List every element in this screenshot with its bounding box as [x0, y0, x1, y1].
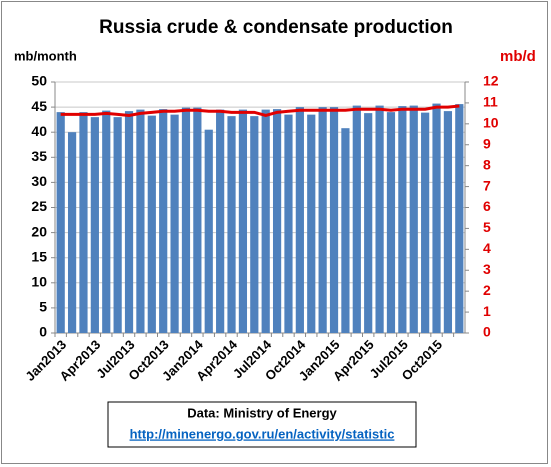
y2-tick-label: 8 [483, 156, 491, 172]
y-tick-label: 50 [31, 73, 47, 89]
bar [329, 107, 339, 333]
bar [421, 112, 430, 333]
bar [67, 132, 77, 333]
bar [409, 105, 418, 334]
y2-tick-label: 0 [483, 324, 491, 340]
y2-tick-label: 3 [483, 261, 491, 277]
bar [364, 113, 373, 334]
y2-tick-label: 12 [483, 73, 499, 89]
y-tick-label: 15 [31, 248, 47, 264]
bar [443, 111, 453, 333]
bar [352, 105, 361, 334]
y-axis-label: mb/month [14, 48, 77, 63]
bar [284, 114, 293, 333]
bar [56, 112, 65, 334]
bar [227, 116, 236, 333]
bar [432, 103, 441, 333]
line [60, 104, 460, 118]
y-tick-label: 0 [39, 324, 47, 340]
y2-tick-label: 6 [483, 198, 491, 214]
bar [307, 114, 316, 333]
bar [318, 107, 327, 333]
bar [124, 111, 134, 333]
y-tick-label: 30 [31, 173, 47, 189]
bar [170, 114, 179, 333]
bar [204, 129, 213, 333]
source-link[interactable]: http://minenergo.gov.ru/en/activity/stat… [130, 426, 395, 441]
bar [79, 112, 88, 334]
bar [398, 106, 407, 333]
bar [90, 117, 99, 333]
y2-tick-label: 2 [483, 282, 491, 298]
y-tick-label: 25 [31, 198, 47, 214]
y2-tick-label: 11 [483, 94, 498, 110]
bar [375, 105, 384, 334]
y2-tick-label: 9 [483, 135, 491, 151]
bar [113, 117, 122, 333]
bar [159, 109, 168, 333]
y-tick-label: 5 [39, 299, 47, 315]
y-tick-label: 40 [31, 123, 47, 139]
source-label: Data: Ministry of Energy [187, 405, 337, 420]
y-tick-label: 45 [31, 98, 47, 114]
y2-axis-label: mb/d [500, 48, 536, 65]
y-tick-label: 20 [31, 223, 47, 239]
y-tick-label: 35 [31, 148, 47, 164]
bar [386, 112, 396, 334]
bar [272, 109, 282, 333]
bar [147, 115, 156, 333]
bar [181, 107, 191, 334]
source-box [107, 401, 417, 448]
bar [193, 107, 202, 334]
bar [238, 109, 248, 333]
chart-title: Russia crude & condensate production [99, 17, 453, 38]
bar [136, 109, 145, 333]
y2-tick-label: 1 [483, 303, 491, 319]
bar [216, 109, 225, 333]
bar [250, 116, 259, 333]
y2-tick-label: 4 [483, 240, 491, 256]
bar [455, 104, 464, 333]
y2-tick-label: 5 [483, 219, 491, 235]
bar [341, 128, 350, 333]
y-tick-label: 10 [31, 274, 47, 290]
bar [261, 109, 270, 333]
y2-tick-label: 10 [483, 115, 499, 131]
bar [102, 110, 111, 333]
bar [295, 107, 304, 333]
y2-tick-label: 7 [483, 177, 491, 193]
